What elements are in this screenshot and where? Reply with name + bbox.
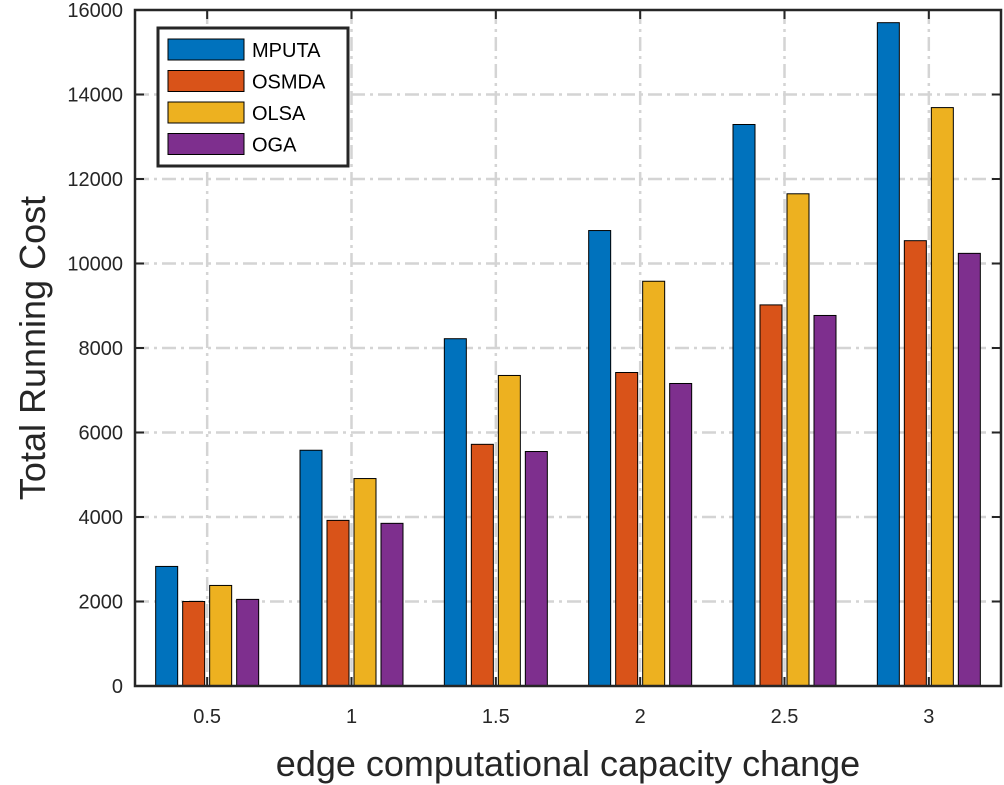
y-tick-label: 16000 bbox=[67, 0, 123, 22]
bar bbox=[443, 338, 467, 687]
bar bbox=[813, 314, 837, 687]
bar bbox=[299, 449, 323, 687]
y-tick-label: 10000 bbox=[67, 254, 123, 276]
legend-label: OLSA bbox=[252, 103, 306, 125]
bar bbox=[732, 123, 756, 687]
legend-swatch bbox=[167, 70, 245, 92]
bar bbox=[182, 601, 206, 687]
legend-label: OSMDA bbox=[252, 72, 326, 94]
y-tick-label: 14000 bbox=[67, 85, 123, 107]
axis-ticks bbox=[135, 9, 1001, 687]
legend-swatch bbox=[167, 101, 245, 124]
bar bbox=[876, 22, 900, 687]
bar bbox=[326, 519, 350, 687]
bar bbox=[236, 598, 260, 687]
bar bbox=[642, 280, 666, 687]
y-tick-labels: 0 2000 4000 6000 8000 10000 12000 14000 16000 bbox=[67, 0, 123, 698]
bar bbox=[353, 478, 377, 687]
legend-label: OGA bbox=[252, 135, 297, 157]
bar bbox=[588, 230, 612, 687]
y-tick-label: 6000 bbox=[79, 423, 124, 445]
bar bbox=[470, 443, 494, 687]
bar bbox=[497, 374, 521, 687]
bar bbox=[930, 107, 954, 687]
x-tick-label: 1.5 bbox=[482, 706, 510, 728]
y-tick-label: 2000 bbox=[79, 592, 124, 614]
bar bbox=[380, 522, 404, 687]
legend-swatch bbox=[167, 38, 245, 61]
bar bbox=[903, 240, 927, 687]
y-tick-label: 8000 bbox=[79, 338, 124, 360]
bar bbox=[209, 584, 233, 687]
bar bbox=[615, 372, 639, 687]
bar bbox=[155, 565, 179, 687]
x-tick-label: 1 bbox=[346, 706, 357, 728]
x-tick-label: 2.5 bbox=[771, 706, 799, 728]
y-tick-label: 0 bbox=[112, 676, 123, 698]
x-tick-label: 0.5 bbox=[193, 706, 221, 728]
x-tick-labels: 0.5 1 1.5 2 2.5 3 bbox=[193, 706, 934, 728]
x-tick-label: 3 bbox=[923, 706, 934, 728]
bar bbox=[669, 382, 693, 687]
y-tick-label: 12000 bbox=[67, 169, 123, 191]
y-tick-label: 4000 bbox=[79, 507, 124, 529]
bar bbox=[524, 451, 548, 687]
x-tick-label: 2 bbox=[635, 706, 646, 728]
bar bbox=[957, 252, 981, 687]
legend-label: MPUTA bbox=[252, 40, 321, 62]
bar bbox=[786, 193, 810, 687]
legend: MPUTA OSMDA OLSA OGA bbox=[156, 26, 350, 168]
legend-swatch bbox=[167, 133, 245, 155]
bar bbox=[759, 304, 783, 687]
y-axis-label: Total Running Cost bbox=[12, 196, 53, 500]
x-axis-label: edge computational capacity change bbox=[276, 743, 860, 784]
